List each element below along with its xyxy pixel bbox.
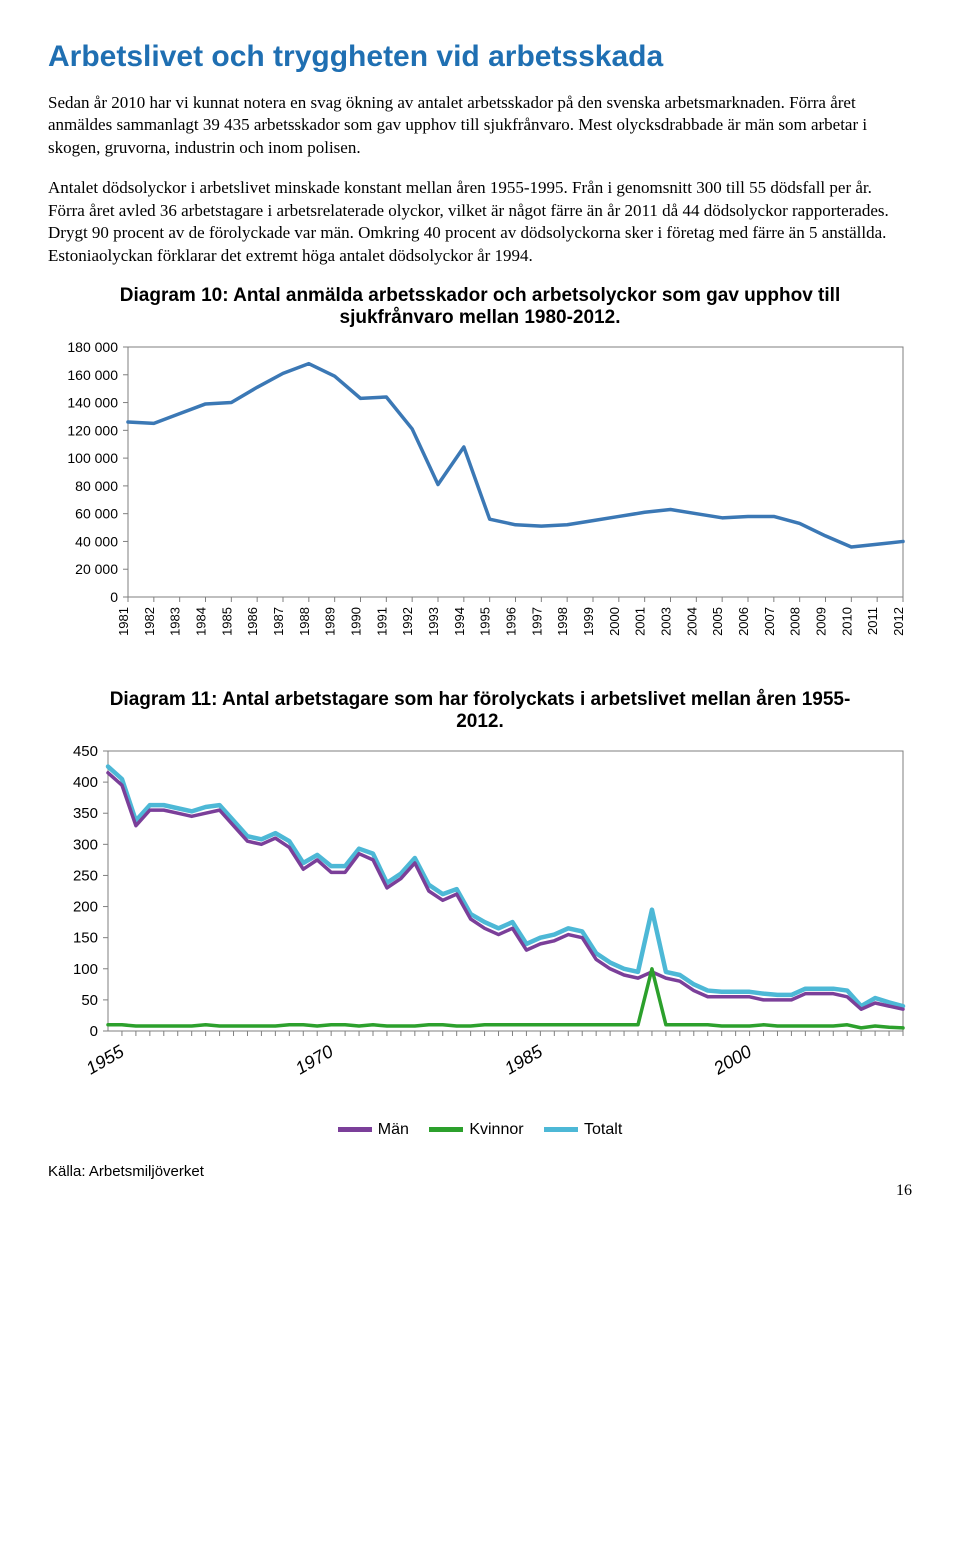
svg-text:100 000: 100 000	[67, 450, 118, 466]
chart-10-svg: 0 20 000 40 000 60 000 80 000 100 000 120 000 1…	[48, 337, 918, 677]
svg-text:1955: 1955	[83, 1041, 129, 1079]
svg-text:1985: 1985	[501, 1041, 547, 1079]
svg-text:2000: 2000	[607, 607, 622, 636]
svg-text:2010: 2010	[839, 607, 854, 636]
page-number: 16	[48, 1182, 912, 1200]
svg-text:1984: 1984	[194, 607, 209, 636]
svg-text:2012: 2012	[891, 607, 906, 636]
svg-text:50: 50	[81, 992, 98, 1009]
legend-swatch-totalt	[544, 1127, 578, 1132]
svg-text:1993: 1993	[426, 607, 441, 636]
svg-text:2005: 2005	[710, 607, 725, 636]
paragraph-1: Sedan år 2010 har vi kunnat notera en sv…	[48, 92, 912, 159]
chart-10: Diagram 10: Antal anmälda arbetsskador o…	[48, 285, 912, 677]
svg-text:1983: 1983	[168, 607, 183, 636]
svg-text:2007: 2007	[762, 607, 777, 636]
svg-text:1981: 1981	[116, 607, 131, 636]
svg-text:180 000: 180 000	[67, 339, 118, 355]
chart-11-svg: 0 50 100 150 200 250 300 350 400 450 1955 1970 1985 2…	[48, 741, 918, 1101]
svg-text:1982: 1982	[142, 607, 157, 636]
legend-label-man: Män	[378, 1121, 409, 1139]
svg-text:60 000: 60 000	[75, 506, 118, 522]
svg-text:80 000: 80 000	[75, 478, 118, 494]
legend-label-kvinnor: Kvinnor	[469, 1121, 523, 1139]
svg-text:20 000: 20 000	[75, 561, 118, 577]
svg-text:1997: 1997	[529, 607, 544, 636]
svg-text:450: 450	[73, 743, 98, 760]
chart-11-title: Diagram 11: Antal arbetstagare som har f…	[100, 689, 860, 733]
svg-text:2009: 2009	[814, 607, 829, 636]
svg-text:1986: 1986	[245, 607, 260, 636]
svg-text:1970: 1970	[292, 1041, 337, 1078]
svg-text:200: 200	[73, 899, 98, 916]
legend-item-totalt: Totalt	[544, 1121, 622, 1139]
svg-text:2000: 2000	[709, 1041, 755, 1079]
svg-text:160 000: 160 000	[67, 367, 118, 383]
svg-text:1998: 1998	[555, 607, 570, 636]
svg-text:1985: 1985	[219, 607, 234, 636]
svg-text:1994: 1994	[452, 607, 467, 636]
legend-swatch-man	[338, 1127, 372, 1132]
svg-text:1995: 1995	[478, 607, 493, 636]
svg-text:1996: 1996	[504, 607, 519, 636]
svg-text:1992: 1992	[400, 607, 415, 636]
svg-text:1988: 1988	[297, 607, 312, 636]
svg-text:150: 150	[73, 930, 98, 947]
svg-text:40 000: 40 000	[75, 534, 118, 550]
chart-11: Diagram 11: Antal arbetstagare som har f…	[48, 689, 912, 1101]
svg-text:1999: 1999	[581, 607, 596, 636]
legend-item-man: Män	[338, 1121, 409, 1139]
svg-text:1989: 1989	[323, 607, 338, 636]
svg-text:120 000: 120 000	[67, 422, 118, 438]
page-title: Arbetslivet och tryggheten vid arbetsska…	[48, 40, 912, 74]
svg-text:0: 0	[110, 589, 118, 605]
svg-text:250: 250	[73, 868, 98, 885]
source-line: Källa: Arbetsmiljöverket	[48, 1163, 912, 1180]
svg-text:2001: 2001	[633, 607, 648, 636]
svg-text:2011: 2011	[865, 607, 880, 635]
svg-text:140 000: 140 000	[67, 395, 118, 411]
svg-text:2004: 2004	[684, 607, 699, 636]
svg-text:1991: 1991	[374, 607, 389, 636]
svg-text:1987: 1987	[271, 607, 286, 636]
paragraph-2: Antalet dödsolyckor i arbetslivet minska…	[48, 177, 912, 267]
svg-text:2006: 2006	[736, 607, 751, 636]
svg-text:300: 300	[73, 836, 98, 853]
legend-label-totalt: Totalt	[584, 1121, 622, 1139]
svg-text:100: 100	[73, 961, 98, 978]
svg-text:2003: 2003	[659, 607, 674, 636]
svg-text:350: 350	[73, 805, 98, 822]
legend-swatch-kvinnor	[429, 1127, 463, 1132]
svg-text:2008: 2008	[788, 607, 803, 636]
svg-text:1990: 1990	[349, 607, 364, 636]
chart-10-title: Diagram 10: Antal anmälda arbetsskador o…	[100, 285, 860, 329]
chart-11-legend: Män Kvinnor Totalt	[48, 1119, 912, 1139]
svg-text:400: 400	[73, 774, 98, 791]
legend-item-kvinnor: Kvinnor	[429, 1121, 523, 1139]
svg-text:0: 0	[90, 1023, 98, 1040]
